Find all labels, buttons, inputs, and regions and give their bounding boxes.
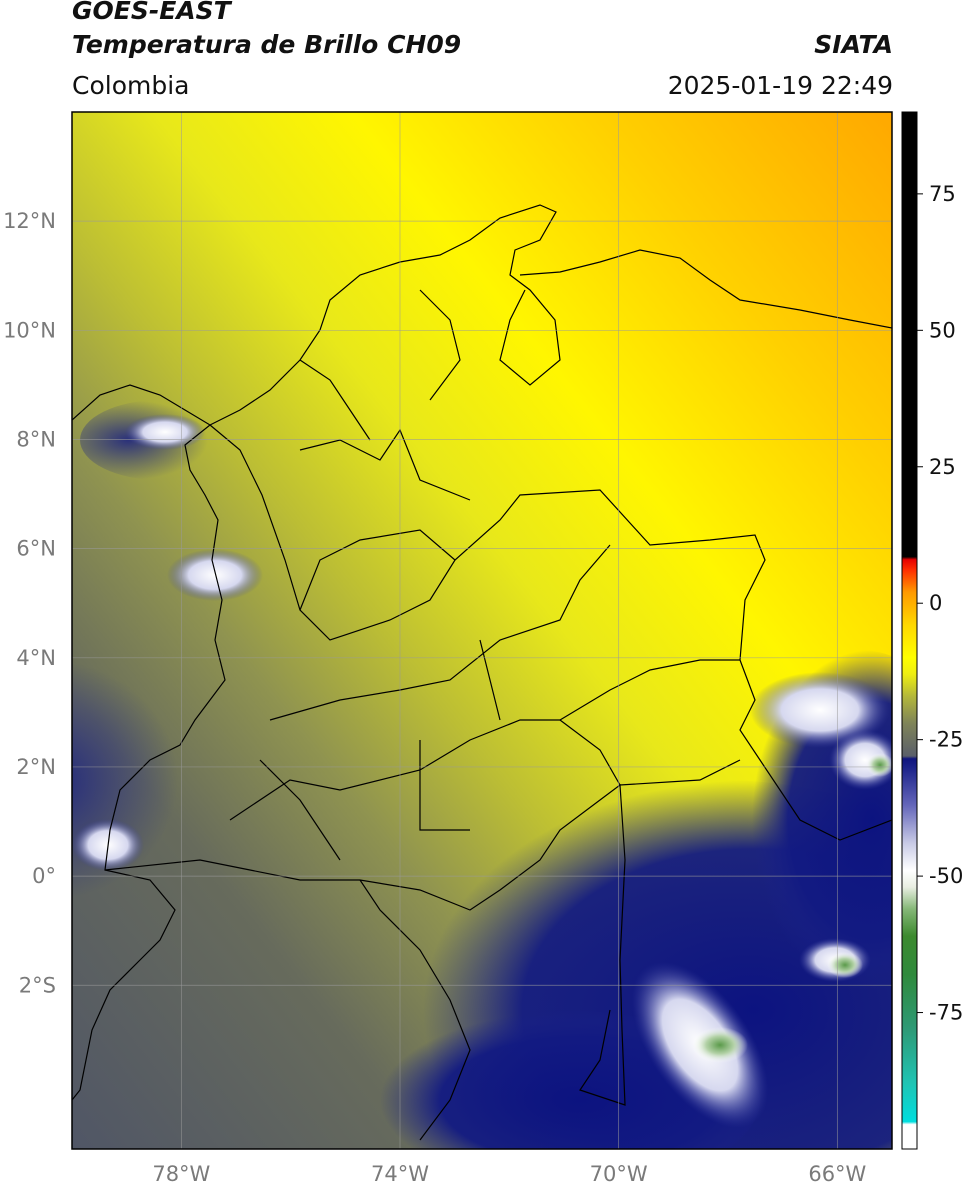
lat-tick-label: 4°N (16, 646, 56, 670)
lon-tick-label: 78°W (152, 1162, 210, 1186)
lat-tick-label: 8°N (16, 427, 56, 451)
brazil-border (559, 659, 741, 786)
region-label: Colombia (72, 71, 190, 100)
lat-tick-label: 2°S (19, 973, 56, 997)
lon-tick-label: 66°W (808, 1162, 866, 1186)
gridlines (72, 112, 892, 1149)
timestamp-label: 2025-01-19 22:49 (667, 71, 893, 100)
colorbar (901, 111, 918, 1150)
lat-tick-label: 6°N (16, 537, 56, 561)
brand-label: SIATA (814, 30, 893, 59)
pacific-coastline (72, 424, 226, 1101)
satellite-title: GOES-EAST (72, 0, 231, 25)
latitude-tick-labels: 12°N 10°N 8°N 6°N 4°N 2°N 0° 2°S (3, 209, 56, 997)
colombia-south-border (104, 783, 626, 1106)
lon-tick-label: 74°W (371, 1162, 429, 1186)
brightness-temperature-field (72, 112, 892, 1149)
lat-tick-label: 10°N (3, 318, 56, 342)
colorbar-tick-label: 25 (929, 455, 956, 479)
colorbar-tick-label: 0 (929, 591, 942, 615)
product-title: Temperatura de Brillo CH09 (72, 30, 462, 59)
colorbar-tick-label: -25 (929, 728, 963, 752)
peru-border (359, 879, 471, 1141)
map-frame (71, 111, 893, 1150)
venezuela-coastline (519, 249, 892, 329)
colorbar-tick-label: 50 (929, 318, 956, 342)
internal-borders (229, 289, 611, 861)
longitude-tick-labels: 78°W 74°W 70°W 66°W (152, 1162, 866, 1186)
lat-tick-label: 2°N (16, 755, 56, 779)
colorbar-ticks: 75 50 25 0 -25 -50 -75 (917, 182, 963, 1025)
colorbar-tick-label: 75 (929, 182, 956, 206)
colorbar-tick-label: -50 (929, 864, 963, 888)
lat-tick-label: 12°N (3, 209, 56, 233)
caribbean-coastline (72, 204, 561, 426)
lat-tick-label: 0° (32, 864, 56, 888)
lon-tick-label: 70°W (590, 1162, 648, 1186)
colorbar-tick-label: -75 (929, 1001, 963, 1025)
boundary-lines (72, 204, 892, 1141)
